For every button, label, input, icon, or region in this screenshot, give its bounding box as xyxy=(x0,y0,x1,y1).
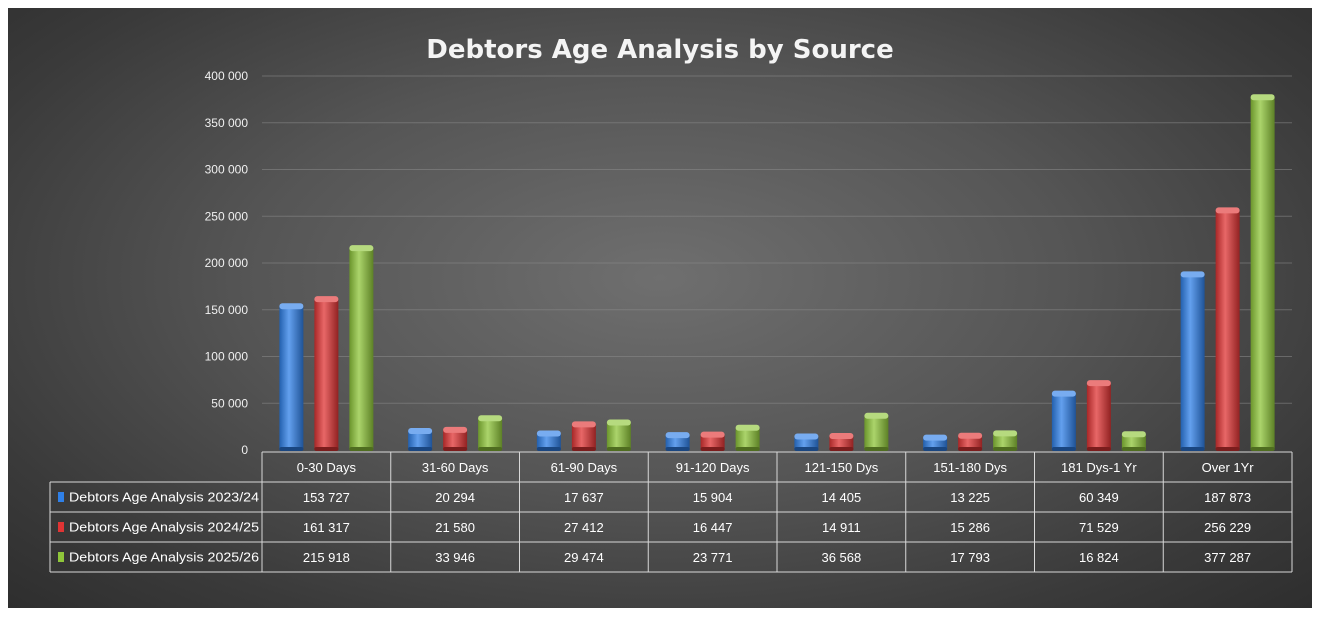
data-label: 33 946 xyxy=(435,550,475,565)
data-label: 377 287 xyxy=(1204,550,1251,565)
bar xyxy=(993,430,1018,451)
data-label: 215 918 xyxy=(303,550,350,565)
data-label: 153 727 xyxy=(303,490,350,505)
data-label: 17 637 xyxy=(564,490,604,505)
bar xyxy=(478,415,503,451)
bar xyxy=(1250,94,1275,451)
bar xyxy=(314,296,339,451)
bar xyxy=(829,433,854,451)
data-label: 60 349 xyxy=(1079,490,1119,505)
category-label: Over 1Yr xyxy=(1202,460,1255,475)
data-label: 16 824 xyxy=(1079,550,1119,565)
bars xyxy=(279,94,1275,451)
data-label: 23 771 xyxy=(693,550,733,565)
data-label: 17 793 xyxy=(950,550,990,565)
category-label: 121-150 Dys xyxy=(805,460,879,475)
y-tick-label: 200 000 xyxy=(205,256,249,270)
category-label: 91-120 Days xyxy=(676,460,750,475)
data-label: 20 294 xyxy=(435,490,475,505)
data-label: 256 229 xyxy=(1204,520,1251,535)
y-tick-label: 100 000 xyxy=(205,350,249,364)
category-label: 0-30 Days xyxy=(297,460,357,475)
bar xyxy=(349,245,374,451)
legend-label: Debtors Age Analysis 2025/26 xyxy=(69,551,259,565)
bar xyxy=(958,432,983,451)
bar-chart: Debtors Age Analysis by Source 0 50 000 10… xyxy=(49,35,1293,573)
y-tick-label: 350 000 xyxy=(205,116,249,130)
chart-title: Debtors Age Analysis by Source xyxy=(426,35,893,65)
bar xyxy=(1086,380,1111,451)
data-label: 161 317 xyxy=(303,520,350,535)
y-tick-label: 150 000 xyxy=(205,303,249,317)
bar xyxy=(1215,207,1240,451)
bar xyxy=(408,428,433,451)
y-axis: 0 50 000 100 000 150 000 200 000 250 000 300 0… xyxy=(205,69,249,457)
bar xyxy=(794,433,819,451)
category-label: 181 Dys-1 Yr xyxy=(1061,460,1137,475)
category-label: 31-60 Days xyxy=(422,460,489,475)
data-label: 187 873 xyxy=(1204,490,1251,505)
legend-label: Debtors Age Analysis 2023/24 xyxy=(69,491,259,505)
data-label: 29 474 xyxy=(564,550,604,565)
data-label: 21 580 xyxy=(435,520,475,535)
bar xyxy=(735,424,760,451)
legend-swatch xyxy=(58,492,64,502)
bar xyxy=(923,434,948,451)
chart-background: Debtors Age Analysis by Source 0 50 000 10… xyxy=(8,8,1312,608)
data-label: 15 904 xyxy=(693,490,733,505)
category-label: 61-90 Days xyxy=(551,460,618,475)
bar xyxy=(536,430,561,451)
y-tick-label: 400 000 xyxy=(205,69,249,83)
bar xyxy=(1051,390,1076,451)
bar xyxy=(606,419,631,451)
bar xyxy=(1121,431,1146,451)
data-table: 0-30 Days 31-60 Days 61-90 Days 91-120 Days… xyxy=(49,451,1293,573)
bar xyxy=(279,303,304,451)
bar xyxy=(665,432,690,451)
y-tick-label: 300 000 xyxy=(205,163,249,177)
data-label: 36 568 xyxy=(821,550,861,565)
y-tick-label: 0 xyxy=(241,443,248,457)
data-label: 15 286 xyxy=(950,520,990,535)
y-tick-label: 50 000 xyxy=(211,396,248,410)
data-label: 27 412 xyxy=(564,520,604,535)
bar xyxy=(864,412,889,451)
y-tick-label: 250 000 xyxy=(205,209,249,223)
legend-label: Debtors Age Analysis 2024/25 xyxy=(69,521,259,535)
data-label: 13 225 xyxy=(950,490,990,505)
grid-layer xyxy=(262,75,1292,404)
category-label: 151-180 Dys xyxy=(933,460,1007,475)
data-label: 14 911 xyxy=(822,520,861,535)
bar xyxy=(443,426,468,451)
legend-swatch xyxy=(58,552,64,562)
legend-swatch xyxy=(58,522,64,532)
bar xyxy=(1180,271,1205,451)
bar xyxy=(571,421,596,451)
data-label: 71 529 xyxy=(1079,520,1119,535)
data-label: 16 447 xyxy=(693,520,733,535)
bar xyxy=(700,431,725,451)
data-label: 14 405 xyxy=(821,490,861,505)
